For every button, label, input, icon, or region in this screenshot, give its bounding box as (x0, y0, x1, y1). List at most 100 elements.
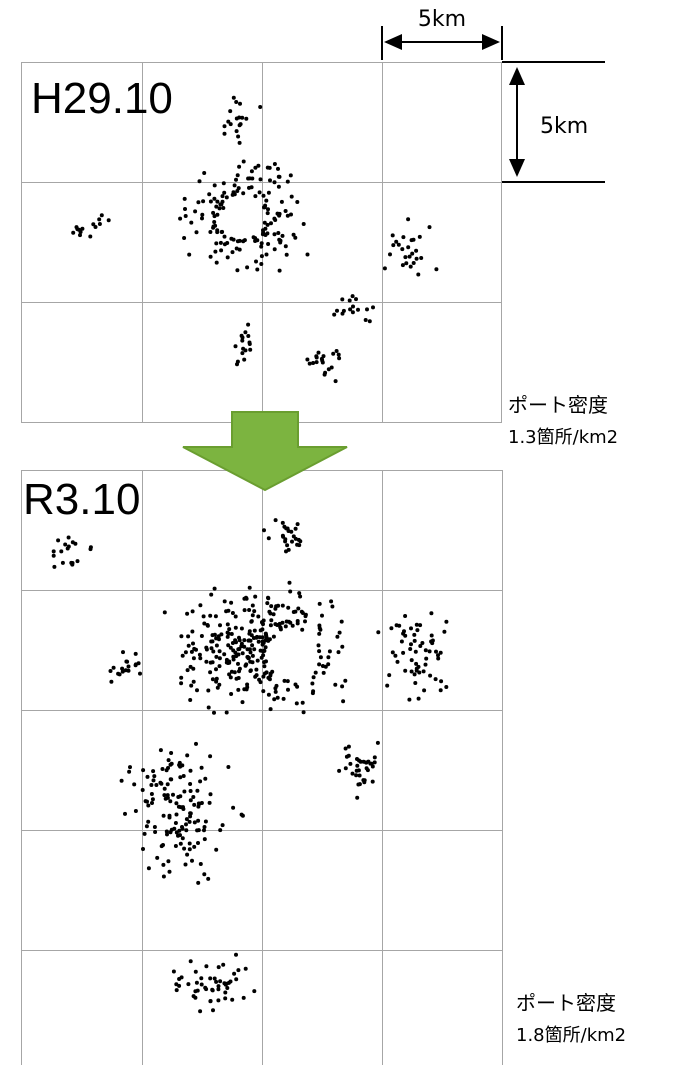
port-point (163, 796, 168, 801)
port-point (280, 520, 285, 525)
port-point (327, 649, 332, 654)
port-point (176, 795, 181, 799)
port-point (245, 647, 250, 652)
port-point (423, 648, 428, 653)
port-point (245, 265, 250, 270)
port-point (224, 710, 229, 715)
port-point (230, 611, 235, 615)
port-point (273, 518, 278, 523)
port-point (202, 621, 207, 626)
port-point (276, 174, 281, 179)
port-point (198, 656, 203, 661)
port-point (259, 254, 264, 259)
port-point (191, 795, 196, 799)
port-point (252, 647, 257, 652)
port-point (220, 194, 225, 199)
port-point (200, 212, 205, 217)
port-point (169, 761, 174, 766)
port-point (230, 997, 235, 1002)
port-point (158, 780, 163, 785)
port-point (121, 650, 125, 655)
port-point (385, 683, 390, 688)
port-point (264, 198, 269, 203)
port-point (322, 372, 327, 377)
port-point (253, 194, 258, 199)
port-point (204, 964, 209, 969)
port-point (242, 357, 247, 362)
port-point (270, 669, 275, 674)
port-point (196, 200, 201, 205)
port-point (434, 267, 439, 272)
scale-bar-horizontal (381, 26, 503, 60)
port-point (288, 620, 293, 625)
port-point (116, 671, 121, 676)
port-point (348, 761, 353, 766)
port-point (214, 676, 219, 681)
port-point (343, 746, 348, 751)
port-point (290, 539, 294, 544)
port-point (234, 977, 239, 982)
port-point (289, 529, 294, 534)
port-point (218, 240, 223, 245)
port-point (222, 234, 227, 239)
port-point (403, 633, 408, 638)
port-point (186, 634, 191, 639)
port-point (407, 697, 412, 702)
port-point (347, 298, 352, 303)
port-point (146, 819, 151, 824)
port-point (132, 782, 137, 787)
port-point (215, 230, 220, 235)
port-point (198, 862, 203, 866)
port-point (444, 619, 449, 624)
port-point (265, 211, 270, 216)
port-point (283, 539, 288, 544)
port-point (246, 176, 251, 181)
port-point (305, 252, 310, 257)
port-point (228, 645, 233, 650)
port-point (409, 626, 413, 631)
port-point (120, 666, 125, 671)
port-point (210, 677, 215, 682)
port-point (97, 222, 102, 226)
port-point (253, 594, 258, 599)
port-point (266, 207, 270, 212)
port-point (295, 542, 300, 547)
port-point (51, 553, 56, 558)
port-point (214, 643, 219, 648)
port-point (229, 600, 234, 605)
port-point (218, 979, 223, 984)
port-point (412, 638, 417, 643)
port-point (208, 254, 213, 259)
port-point (216, 987, 221, 992)
port-point (436, 656, 441, 661)
port-point (189, 220, 194, 225)
port-point (212, 586, 217, 591)
port-point (424, 656, 429, 661)
port-point (222, 652, 227, 657)
port-point (413, 681, 418, 685)
port-point (266, 536, 271, 541)
port-point (235, 189, 240, 193)
port-point (236, 661, 240, 666)
port-point (188, 768, 193, 773)
port-point (187, 819, 192, 824)
port-point (78, 230, 83, 234)
port-point (146, 866, 151, 871)
port-point (231, 95, 236, 100)
port-point (235, 173, 240, 178)
port-point (63, 542, 68, 547)
port-point (223, 982, 228, 987)
port-point (267, 165, 272, 170)
port-point (231, 237, 236, 242)
port-point (269, 604, 274, 609)
port-point (298, 594, 303, 599)
port-point (158, 748, 163, 753)
port-point (334, 349, 339, 353)
port-point (75, 559, 80, 564)
port-point (234, 100, 239, 104)
port-point (244, 662, 249, 667)
port-point (234, 129, 239, 134)
port-point (133, 662, 138, 667)
port-point (356, 768, 361, 773)
port-point (280, 233, 285, 238)
